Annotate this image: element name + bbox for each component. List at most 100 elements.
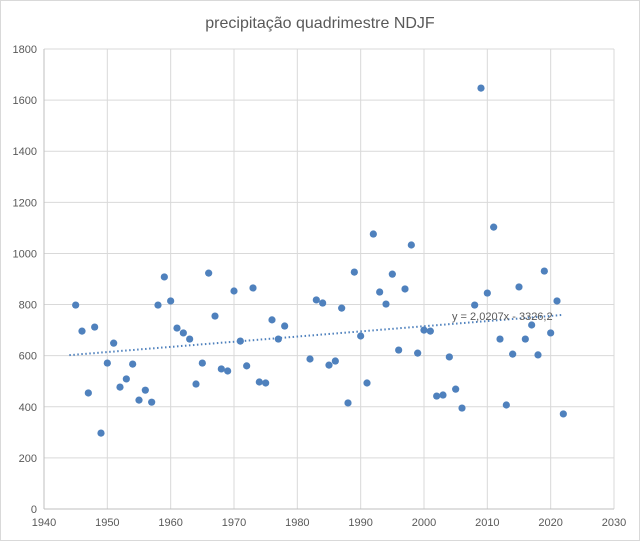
y-tick-label: 1800 — [13, 44, 37, 56]
data-point — [179, 329, 187, 337]
data-point — [274, 335, 282, 343]
data-point — [167, 297, 175, 305]
data-point — [433, 392, 441, 400]
data-point — [129, 360, 137, 368]
data-point — [249, 284, 257, 292]
data-point — [205, 269, 213, 277]
data-point — [325, 361, 333, 369]
data-point — [496, 335, 504, 343]
data-point — [376, 288, 384, 296]
y-tick-label: 1000 — [13, 248, 37, 260]
data-point — [502, 401, 510, 409]
y-tick-label: 1400 — [13, 146, 37, 158]
data-point — [160, 273, 168, 281]
data-point — [452, 385, 460, 393]
data-point — [426, 327, 434, 335]
data-point — [350, 268, 358, 276]
y-tick-label: 1600 — [13, 95, 37, 107]
x-tick-label: 1990 — [348, 517, 372, 529]
data-point — [490, 223, 498, 231]
data-point — [338, 304, 346, 312]
data-point — [388, 270, 396, 278]
data-point — [173, 324, 181, 332]
data-point — [401, 285, 409, 293]
data-point — [509, 350, 517, 358]
data-point — [439, 391, 447, 399]
data-point — [97, 429, 105, 437]
data-point — [369, 230, 377, 238]
data-point — [407, 241, 415, 249]
data-point — [224, 367, 232, 375]
data-point — [559, 410, 567, 418]
trendline-equation: y = 2,0207x - 3326,2 — [452, 311, 553, 323]
data-point — [458, 404, 466, 412]
data-point — [534, 351, 542, 359]
data-point — [528, 321, 536, 329]
data-point — [312, 296, 320, 304]
x-axis-ticks: 1940 1950 1960 1970 1980 1990 2000 2010 2020 2030 — [32, 517, 626, 529]
data-point — [331, 357, 339, 365]
data-point — [110, 339, 118, 347]
chart-title: precipitação quadrimestre NDJF — [205, 15, 435, 32]
y-axis-ticks: 0 200 400 600 800 1000 1200 1400 1600 1800 — [13, 44, 37, 516]
data-point — [122, 375, 130, 383]
data-point — [445, 353, 453, 361]
data-point — [553, 297, 561, 305]
data-point — [91, 323, 99, 331]
data-point — [186, 335, 194, 343]
trendline-group — [69, 313, 564, 357]
x-tick-label: 1950 — [95, 517, 119, 529]
data-points — [72, 84, 567, 437]
data-point — [148, 398, 156, 406]
data-point — [547, 329, 555, 337]
x-tick-label: 2000 — [412, 517, 436, 529]
data-point — [262, 379, 270, 387]
data-point — [72, 301, 80, 309]
data-point — [521, 335, 529, 343]
data-point — [217, 365, 225, 373]
data-point — [192, 380, 200, 388]
data-point — [357, 332, 365, 340]
data-point — [230, 287, 238, 295]
y-tick-label: 0 — [31, 504, 37, 516]
data-point — [483, 289, 491, 297]
x-tick-label: 1980 — [285, 517, 309, 529]
data-point — [414, 349, 422, 357]
gridlines — [43, 48, 615, 510]
trendline — [69, 313, 564, 357]
data-point — [395, 346, 403, 354]
data-point — [540, 267, 548, 275]
data-point — [268, 316, 276, 324]
data-point — [319, 299, 327, 307]
data-point — [243, 362, 251, 370]
x-tick-label: 2020 — [538, 517, 562, 529]
data-point — [211, 312, 219, 320]
data-point — [236, 337, 244, 345]
data-point — [78, 327, 86, 335]
y-tick-label: 400 — [19, 402, 37, 414]
data-point — [198, 359, 206, 367]
x-tick-label: 1960 — [158, 517, 182, 529]
data-point — [84, 389, 92, 397]
y-tick-label: 600 — [19, 351, 37, 363]
y-tick-label: 1200 — [13, 197, 37, 209]
data-point — [255, 378, 263, 386]
data-point — [382, 300, 390, 308]
data-point — [116, 383, 124, 391]
y-tick-label: 200 — [19, 453, 37, 465]
data-point — [154, 301, 162, 309]
data-point — [420, 326, 428, 334]
x-tick-label: 2030 — [602, 517, 626, 529]
data-point — [103, 359, 111, 367]
data-point — [515, 283, 523, 291]
data-point — [281, 322, 289, 330]
y-tick-label: 800 — [19, 300, 37, 312]
data-point — [141, 386, 149, 394]
x-tick-label: 1940 — [32, 517, 56, 529]
x-tick-label: 2010 — [475, 517, 499, 529]
data-point — [477, 84, 485, 92]
x-tick-label: 1970 — [222, 517, 246, 529]
data-point — [344, 399, 352, 407]
